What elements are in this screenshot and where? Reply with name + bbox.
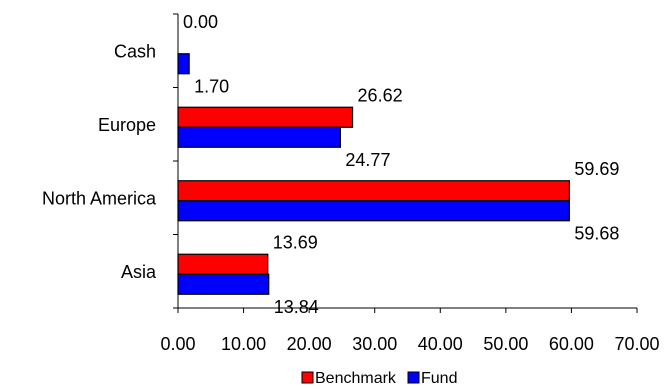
chart-legend: Benchmark Fund [301,370,457,387]
legend-label-fund: Fund [421,370,457,387]
bar-fund [177,126,342,148]
x-tick-label: 30.00 [352,334,397,354]
y-category-label: Europe [98,115,156,135]
bar-benchmark [177,180,570,202]
x-tick-label: 20.00 [287,334,332,354]
y-category-label: Asia [121,262,157,282]
bar-fund [177,273,270,295]
data-label-benchmark: 13.69 [273,232,318,252]
y-category-label: North America [42,189,157,209]
x-tick-label: 40.00 [418,334,463,354]
data-label-fund: 24.77 [345,150,390,170]
data-label-benchmark: 0.00 [183,12,218,32]
data-label-benchmark: 59.69 [574,159,619,179]
bar-benchmark [177,106,354,128]
data-label-benchmark: 26.62 [358,85,403,105]
x-tick-label: 50.00 [483,334,528,354]
chart-labels: 0.00 10.00 20.00 30.00 40.00 50.00 60.00 70.00 C… [42,12,660,354]
data-label-fund: 1.70 [194,77,229,97]
y-category-label: Cash [114,42,156,62]
legend-label-benchmark: Benchmark [315,370,397,387]
x-tick-label: 10.00 [221,334,266,354]
bar-fund [177,53,190,75]
legend-swatch-benchmark [301,371,314,384]
x-tick-label: 0.00 [160,334,195,354]
legend-swatch-fund [407,371,420,384]
bar-fund [177,200,570,222]
data-label-fund: 13.84 [274,297,319,317]
x-tick-label: 70.00 [614,334,659,354]
x-tick-label: 60.00 [549,334,594,354]
bar-benchmark [177,253,269,275]
data-label-fund: 59.68 [574,224,619,244]
chart-bars [177,53,570,295]
